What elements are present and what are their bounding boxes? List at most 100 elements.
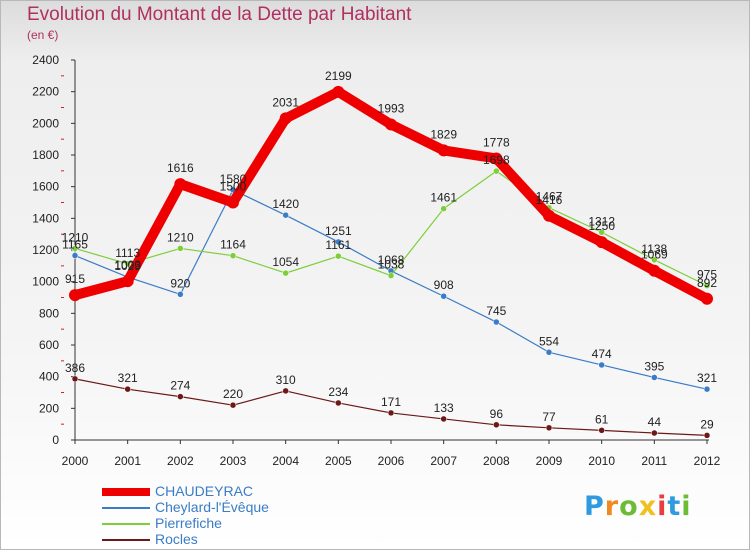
y-tick-label: 1600 (32, 180, 59, 194)
y-tick-label: 1400 (32, 211, 59, 225)
y-tick-label: 2000 (32, 116, 59, 130)
legend-swatch (102, 523, 150, 525)
data-point (598, 427, 605, 434)
data-label: 1210 (167, 230, 194, 244)
axes: 0 200 400 600 800 1000 1200 1400 1600 1800 2000 220… (32, 53, 720, 468)
data-point (385, 118, 397, 131)
data-label: 920 (170, 276, 190, 290)
data-label: 44 (648, 415, 662, 429)
data-point (493, 318, 500, 326)
data-label: 234 (328, 385, 348, 399)
data-labels: 9151003161615002031219919931829177814161… (62, 69, 718, 432)
x-tick-label: 2003 (220, 454, 247, 468)
data-point (69, 289, 81, 302)
data-point (545, 424, 553, 432)
x-tick-label: 2004 (272, 454, 299, 468)
legend-swatch (102, 488, 150, 496)
data-point (545, 349, 553, 356)
data-label: 1029 (114, 259, 141, 273)
data-point (595, 236, 608, 249)
data-label: 274 (170, 379, 190, 393)
data-label: 1210 (62, 230, 89, 244)
y-tick-label: 1200 (32, 243, 59, 257)
x-tick-label: 2002 (167, 454, 194, 468)
data-point (493, 167, 500, 175)
chart-title: Evolution du Montant de la Dette par Hab… (27, 4, 412, 25)
data-point (332, 85, 345, 98)
x-tick-label: 2008 (483, 454, 510, 468)
y-tick-label: 400 (39, 370, 59, 384)
data-label: 2031 (272, 95, 299, 109)
data-label: 321 (697, 371, 717, 385)
x-tick-label: 2010 (588, 454, 615, 468)
data-point (543, 209, 555, 222)
x-tick-label: 2012 (694, 454, 721, 468)
x-tick-label: 2009 (536, 454, 563, 468)
data-point (229, 252, 237, 259)
x-tick-label: 2000 (62, 454, 89, 468)
data-label: 915 (65, 272, 85, 286)
x-tick-label: 2011 (641, 454, 667, 468)
data-label: 745 (486, 304, 506, 318)
data-point (387, 409, 395, 417)
data-point (387, 272, 395, 279)
data-point (335, 399, 342, 407)
data-label: 1420 (272, 197, 299, 211)
legend-label: Rocles (155, 531, 198, 547)
data-label: 1161 (325, 238, 351, 252)
legend-swatch (102, 539, 150, 541)
data-label: 892 (697, 276, 717, 290)
data-label: 1165 (62, 238, 88, 252)
data-label: 1068 (378, 253, 405, 267)
data-point (648, 264, 661, 277)
data-label: 96 (490, 407, 504, 421)
legend-swatch (102, 507, 150, 509)
data-point (177, 245, 184, 252)
x-tick-label: 2006 (378, 454, 405, 468)
y-tick-label: 1000 (32, 275, 59, 289)
data-point (703, 385, 711, 393)
data-label: 1461 (430, 191, 457, 205)
logo-letter: r (604, 491, 620, 522)
data-label: 1616 (167, 161, 194, 175)
data-point (279, 112, 292, 125)
data-label: 61 (595, 412, 609, 426)
data-label: 1416 (536, 193, 563, 207)
data-label: 975 (697, 268, 717, 282)
data-point (651, 256, 658, 264)
logo-letter: P (584, 491, 605, 522)
data-point (437, 144, 450, 157)
data-point (71, 245, 79, 252)
data-label: 908 (434, 278, 454, 292)
data-point (282, 269, 289, 277)
data-point (177, 291, 184, 298)
data-label: 554 (539, 334, 559, 348)
data-point (71, 252, 79, 259)
data-label: 1038 (378, 258, 405, 272)
data-point (282, 387, 289, 395)
data-point (174, 178, 187, 191)
y-tick-label: 2200 (32, 85, 59, 99)
data-label: 386 (65, 361, 85, 375)
data-label: 29 (700, 417, 714, 431)
data-point (703, 432, 711, 439)
legend-label: CHAUDEYRAC (155, 483, 254, 499)
logo-letter: o (619, 491, 639, 522)
data-point (651, 429, 658, 437)
legend-label: Cheylard-l'Évêque (155, 499, 269, 515)
data-point (701, 292, 713, 305)
data-label: 220 (223, 387, 243, 401)
data-label: 321 (118, 371, 138, 385)
data-label: 1467 (536, 190, 563, 204)
data-label: 310 (276, 373, 296, 387)
y-tick-label: 600 (39, 338, 59, 352)
logo-letter: t (667, 491, 682, 522)
data-point (227, 196, 239, 209)
legend-label: Pierrefiche (155, 515, 222, 531)
data-point (440, 205, 447, 212)
data-point (493, 421, 500, 429)
data-label: 133 (434, 401, 454, 415)
data-label: 171 (381, 395, 401, 409)
logo-letter: i (657, 491, 668, 522)
